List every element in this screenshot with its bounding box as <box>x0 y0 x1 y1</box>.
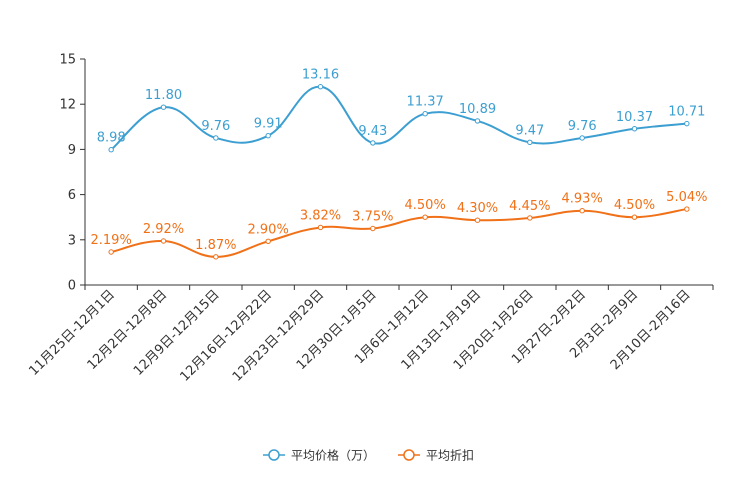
data-point[interactable] <box>527 139 533 146</box>
y-tick-label: 6 <box>68 188 76 203</box>
x-tick-label: 12月16日-12月22日 <box>178 287 275 384</box>
data-label: 10.89 <box>459 102 496 117</box>
x-tick-label: 12月23日-12月29日 <box>230 287 327 384</box>
data-point[interactable] <box>579 208 585 214</box>
data-label: 13.16 <box>302 68 339 83</box>
data-label: 2.90% <box>248 222 289 237</box>
data-label: 10.71 <box>668 105 705 120</box>
data-label: 11.37 <box>407 95 444 110</box>
y-tick-label: 3 <box>68 233 76 248</box>
data-label: 9.47 <box>515 123 544 138</box>
data-label: 5.04% <box>666 190 707 205</box>
data-label: 9.76 <box>201 119 230 134</box>
legend-item-1[interactable]: 平均折扣 <box>398 448 474 463</box>
x-tick-label: 11月25日-12月1日 <box>26 287 118 379</box>
data-point[interactable] <box>108 147 114 153</box>
data-point[interactable] <box>579 135 585 141</box>
data-label: 9.91 <box>254 117 283 132</box>
chart-legend[interactable]: 平均价格（万） 平均折扣 <box>263 448 474 463</box>
data-label: 4.50% <box>614 198 655 213</box>
data-point[interactable] <box>684 120 690 127</box>
data-point[interactable] <box>684 206 690 212</box>
data-point[interactable] <box>265 132 271 139</box>
data-label: 11.80 <box>145 88 182 103</box>
data-label: 4.93% <box>562 192 603 207</box>
data-label: 1.87% <box>195 238 236 253</box>
data-label: 4.30% <box>457 201 498 216</box>
data-label: 2.19% <box>91 233 132 248</box>
data-point[interactable] <box>474 118 481 124</box>
data-point[interactable] <box>317 84 324 90</box>
y-tick-label: 0 <box>68 279 76 294</box>
data-point[interactable] <box>370 140 376 146</box>
data-label: 9.76 <box>568 119 597 134</box>
y-tick-label: 12 <box>59 98 76 113</box>
data-point[interactable] <box>108 249 114 255</box>
data-label: 9.43 <box>358 124 387 139</box>
data-label: 3.75% <box>352 210 393 225</box>
series-line <box>110 208 687 258</box>
data-label: 4.50% <box>405 198 446 213</box>
data-label: 8.98 <box>97 131 126 146</box>
series-1: 2.19% 2.92% 1.87% 2.90% 3.82% 3.75% 4.50% 4.30%… <box>91 190 707 260</box>
data-point[interactable] <box>317 224 324 231</box>
data-point[interactable] <box>370 225 376 232</box>
data-point[interactable] <box>527 215 533 221</box>
legend-marker-icon <box>268 449 280 461</box>
y-tick-label: 15 <box>59 53 76 68</box>
data-label: 4.45% <box>509 199 550 214</box>
data-point[interactable] <box>160 238 167 244</box>
data-point[interactable] <box>631 214 638 220</box>
data-label: 2.92% <box>143 222 184 237</box>
series-line <box>110 85 687 151</box>
data-point[interactable] <box>265 238 271 245</box>
y-tick-label: 9 <box>68 143 76 158</box>
data-point[interactable] <box>474 217 481 223</box>
data-point[interactable] <box>422 110 428 117</box>
data-label: 3.82% <box>300 208 341 223</box>
series-layer: 8.98 11.80 9.76 9.91 13.16 9.43 11.37 10.89 9.47… <box>91 68 707 260</box>
data-point[interactable] <box>160 104 167 110</box>
legend-item-0[interactable]: 平均价格（万） <box>263 448 375 463</box>
legend-label: 平均价格（万） <box>291 448 375 463</box>
data-label: 10.37 <box>616 110 653 125</box>
data-point[interactable] <box>422 214 428 220</box>
legend-marker-icon <box>403 449 415 461</box>
data-point[interactable] <box>213 254 219 260</box>
data-point[interactable] <box>213 135 219 141</box>
legend-label: 平均折扣 <box>426 448 474 463</box>
data-point[interactable] <box>631 126 638 132</box>
series-0: 8.98 11.80 9.76 9.91 13.16 9.43 11.37 10.89 9.47… <box>97 68 705 153</box>
